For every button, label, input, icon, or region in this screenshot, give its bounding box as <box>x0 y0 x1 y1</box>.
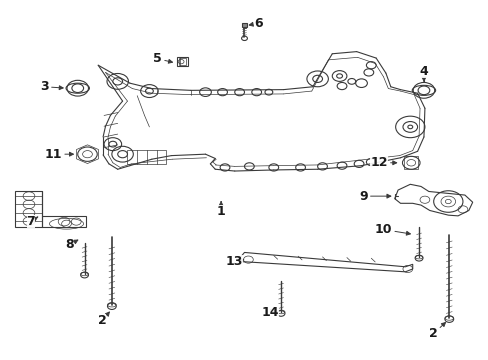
Bar <box>242 27 246 28</box>
Bar <box>178 58 186 64</box>
Text: 9: 9 <box>358 190 390 203</box>
Bar <box>127 149 166 164</box>
Text: 12: 12 <box>369 156 396 169</box>
Bar <box>241 23 247 27</box>
Text: 2: 2 <box>98 312 109 327</box>
Text: 5: 5 <box>153 52 172 65</box>
Text: 7: 7 <box>26 215 38 228</box>
Text: 10: 10 <box>374 223 409 236</box>
Text: 11: 11 <box>44 148 73 161</box>
Text: 4: 4 <box>419 65 427 81</box>
Text: 13: 13 <box>225 255 243 268</box>
Text: 1: 1 <box>216 202 225 218</box>
Text: 6: 6 <box>249 17 262 30</box>
Bar <box>404 156 417 169</box>
Bar <box>177 57 187 66</box>
Text: 2: 2 <box>428 323 445 340</box>
Text: 8: 8 <box>65 238 78 251</box>
Text: 14: 14 <box>261 306 278 319</box>
Text: 3: 3 <box>40 80 63 93</box>
